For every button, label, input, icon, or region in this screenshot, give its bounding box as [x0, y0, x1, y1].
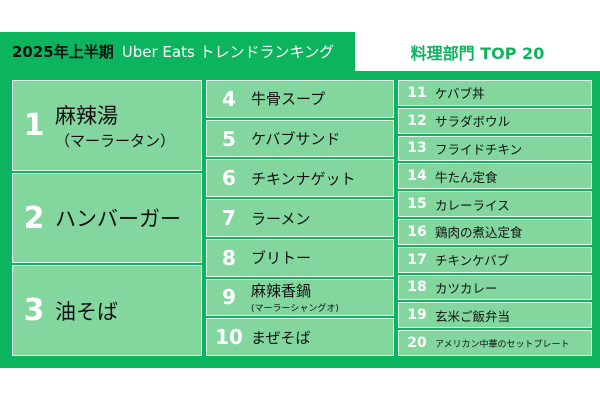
dish-name: ラーメン [251, 208, 310, 229]
dish-name-text: アメリカン中華のセットプレート [435, 339, 570, 350]
rank-number: 8 [222, 245, 236, 270]
dish-name-text: 牛骨スープ [251, 90, 326, 109]
rank-number: 19 [407, 307, 427, 324]
dish-name: 玄米ご飯弁当 [435, 306, 510, 325]
ranking-item: 11 ケバブ丼 [398, 80, 592, 106]
rank-number: 11 [407, 84, 427, 101]
ranking-item: 18 カツカレー [398, 274, 592, 301]
dish-name: カレーライス [435, 195, 510, 214]
dish-name: チキンケバブ [435, 250, 509, 269]
dish-name: ケバブサンド [251, 128, 340, 149]
ranks-4-10-column: 4 牛骨スープ 5 ケバブサンド 6 チキンナゲット 7 ラーメン 8 ブリトー 9 麻辣香鍋 (マーラ… [206, 80, 394, 357]
dish-name-text: チキンケバブ [435, 253, 510, 269]
ranking-item: 13 フライドチキン [398, 135, 592, 162]
rank-number: 13 [407, 140, 427, 157]
dish-name-text: ケバブサンド [251, 130, 341, 149]
ranking-item: 20 アメリカン中華のセットプレート [398, 330, 592, 356]
dish-name: アメリカン中華のセットプレート [435, 337, 570, 350]
dish-name: 麻辣湯 （マーラータン） [55, 100, 175, 151]
rank-number: 10 [215, 325, 243, 350]
rank-number: 3 [23, 293, 45, 329]
rank-number: 4 [222, 86, 236, 111]
rank-number: 14 [407, 168, 427, 185]
dish-name-text: サラダボウル [435, 114, 511, 130]
dish-name-text: カレーライス [435, 197, 510, 213]
rank-number: 7 [222, 206, 236, 231]
dish-name: 牛たん定食 [435, 167, 498, 186]
dish-reading: (マーラーシャングオ) [251, 304, 339, 315]
ranking-title: 2025年上半期 Uber Eats トレンドランキング [12, 32, 334, 71]
ranking-item: 9 麻辣香鍋 (マーラーシャングオ) [206, 278, 394, 317]
ranking-item: 8 ブリトー [206, 238, 394, 277]
dish-name-text: フライドチキン [435, 141, 523, 157]
ranking-item: 1 麻辣湯 （マーラータン） [12, 80, 202, 171]
dish-reading: （マーラータン） [55, 131, 176, 150]
dish-name-text: カツカレー [435, 280, 498, 296]
ranks-11-20-column: 11 ケバブ丼 12 サラダボウル 13 フライドチキン 14 牛たん定食 15 カレーライス 16… [398, 80, 592, 356]
ranking-item: 16 鶏肉の煮込定食 [398, 218, 592, 245]
rank-number: 17 [407, 251, 427, 268]
ranking-item: 15 カレーライス [398, 191, 592, 217]
dish-name: 牛骨スープ [251, 88, 325, 109]
dish-name-text: 油そば [55, 299, 118, 324]
period-label: 2025年上半期 [12, 43, 114, 61]
rank-number: 6 [222, 166, 236, 191]
dish-name: まぜそば [251, 327, 311, 348]
dish-name-text: 麻辣香鍋 [251, 282, 312, 301]
rank-number: 12 [407, 112, 427, 129]
ranking-item: 19 玄米ご飯弁当 [398, 302, 592, 329]
dish-name-text: 牛たん定食 [435, 169, 498, 185]
ranking-item: 7 ラーメン [206, 199, 394, 237]
ranking-item: 10 まぜそば [206, 318, 394, 357]
dish-name: サラダボウル [435, 111, 510, 130]
dish-name: ブリトー [251, 247, 311, 268]
dish-name: 麻辣香鍋 (マーラーシャングオ) [251, 280, 339, 314]
ranking-item: 6 チキンナゲット [206, 159, 394, 198]
rank-number: 15 [407, 196, 427, 213]
ranking-item: 5 ケバブサンド [206, 119, 394, 158]
ranking-item: 3 油そば [12, 265, 202, 357]
category-tab: 料理部門 TOP 20 [355, 32, 600, 71]
dish-name-text: まぜそば [251, 328, 311, 347]
rank-number: 18 [407, 279, 427, 296]
top3-column: 1 麻辣湯 （マーラータン） 2 ハンバーガー 3 油そば [12, 80, 202, 357]
dish-name-text: 麻辣湯 [55, 103, 118, 128]
dish-name-text: ラーメン [251, 209, 311, 228]
ranking-item: 2 ハンバーガー [12, 172, 202, 264]
rank-number: 2 [23, 200, 45, 236]
ranking-item: 17 チキンケバブ [398, 246, 592, 273]
ranking-item: 4 牛骨スープ [206, 80, 394, 118]
title-label: Uber Eats トレンドランキング [121, 43, 335, 61]
ranking-item: 14 牛たん定食 [398, 163, 592, 190]
rank-number: 5 [222, 126, 236, 151]
dish-name: フライドチキン [435, 139, 522, 158]
dish-name-text: ケバブ丼 [435, 86, 485, 102]
dish-name: ケバブ丼 [435, 83, 485, 102]
rank-number: 16 [407, 223, 427, 240]
dish-name-text: ブリトー [251, 249, 312, 268]
dish-name-text: チキンナゲット [251, 169, 356, 188]
ranking-item: 12 サラダボウル [398, 107, 592, 134]
dish-name-text: 玄米ご飯弁当 [435, 308, 511, 324]
dish-name: カツカレー [435, 278, 498, 297]
rank-number: 1 [23, 107, 45, 143]
dish-name: チキンナゲット [251, 168, 356, 189]
dish-name-text: 鶏肉の煮込定食 [435, 225, 523, 241]
dish-name: 鶏肉の煮込定食 [435, 222, 523, 241]
dish-name-text: ハンバーガー [55, 207, 181, 231]
rank-number: 20 [407, 335, 427, 352]
dish-name: 油そば [55, 296, 118, 326]
dish-name: ハンバーガー [55, 203, 181, 233]
rank-number: 9 [222, 285, 236, 310]
